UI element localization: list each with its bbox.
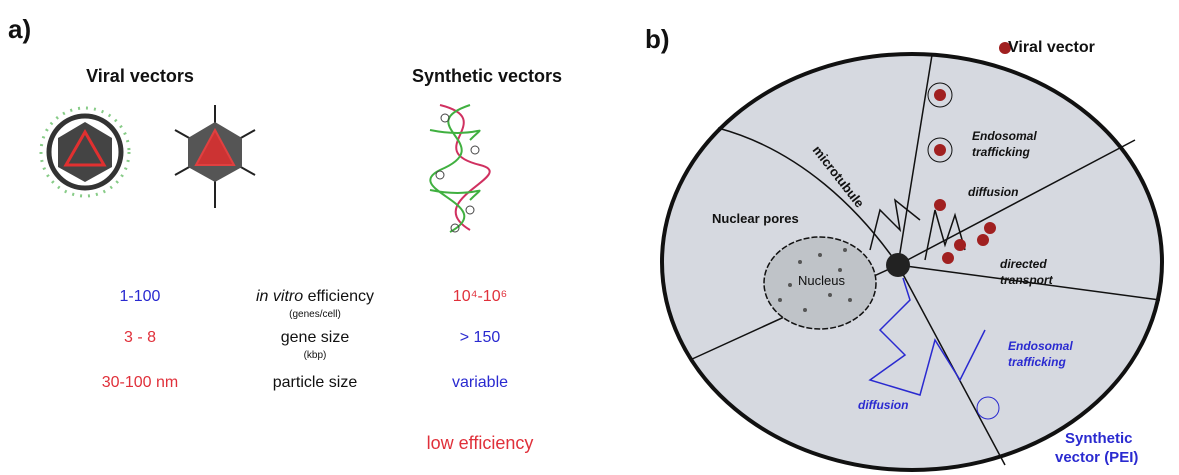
cell: particle size bbox=[273, 374, 358, 391]
label-line: Endosomal bbox=[1008, 339, 1073, 353]
dna-polyplex bbox=[430, 105, 490, 232]
label-line: trafficking bbox=[1008, 355, 1066, 369]
label-line: trafficking bbox=[972, 145, 1030, 159]
unit: (genes/cell) bbox=[289, 309, 341, 320]
figure: a) Viral vectors Synthetic vectors 1-100… bbox=[0, 0, 1179, 475]
cell: 30-100 nm bbox=[102, 374, 179, 391]
cell: efficiency bbox=[308, 288, 374, 305]
panel-label: b) bbox=[645, 24, 670, 54]
column-title: Synthetic vectors bbox=[412, 66, 562, 86]
unit: (kbp) bbox=[304, 350, 327, 361]
cell-italic: in vitro bbox=[256, 288, 303, 305]
cell: variable bbox=[452, 374, 508, 391]
label-line: transport bbox=[1000, 273, 1054, 287]
cell: > 150 bbox=[460, 329, 501, 346]
label-line: Endosomal bbox=[972, 129, 1037, 143]
cell: 3 - 8 bbox=[124, 329, 156, 346]
virus-icon bbox=[175, 105, 255, 208]
label-line: Synthetic bbox=[1065, 430, 1133, 447]
label: diffusion bbox=[968, 185, 1018, 199]
cell: 10⁴-10⁶ bbox=[453, 288, 507, 305]
label: diffusion bbox=[858, 398, 908, 412]
panel-label: a) bbox=[8, 14, 31, 44]
label-line: directed bbox=[1000, 257, 1047, 271]
virus-icon bbox=[41, 108, 129, 196]
label: Nucleus bbox=[798, 273, 845, 288]
footer: low efficiency bbox=[427, 433, 534, 453]
cell: in vitro efficiency bbox=[256, 288, 374, 305]
cell-diagram bbox=[662, 42, 1162, 470]
label: Nuclear pores bbox=[712, 211, 799, 226]
cell: gene size bbox=[281, 329, 350, 346]
label-line: vector (PEI) bbox=[1055, 449, 1138, 466]
label: Synthetic vector (PEI) bbox=[1055, 430, 1138, 466]
cell: 1-100 bbox=[120, 288, 161, 305]
column-title: Viral vectors bbox=[86, 66, 194, 86]
label: Viral vector bbox=[1008, 39, 1095, 56]
